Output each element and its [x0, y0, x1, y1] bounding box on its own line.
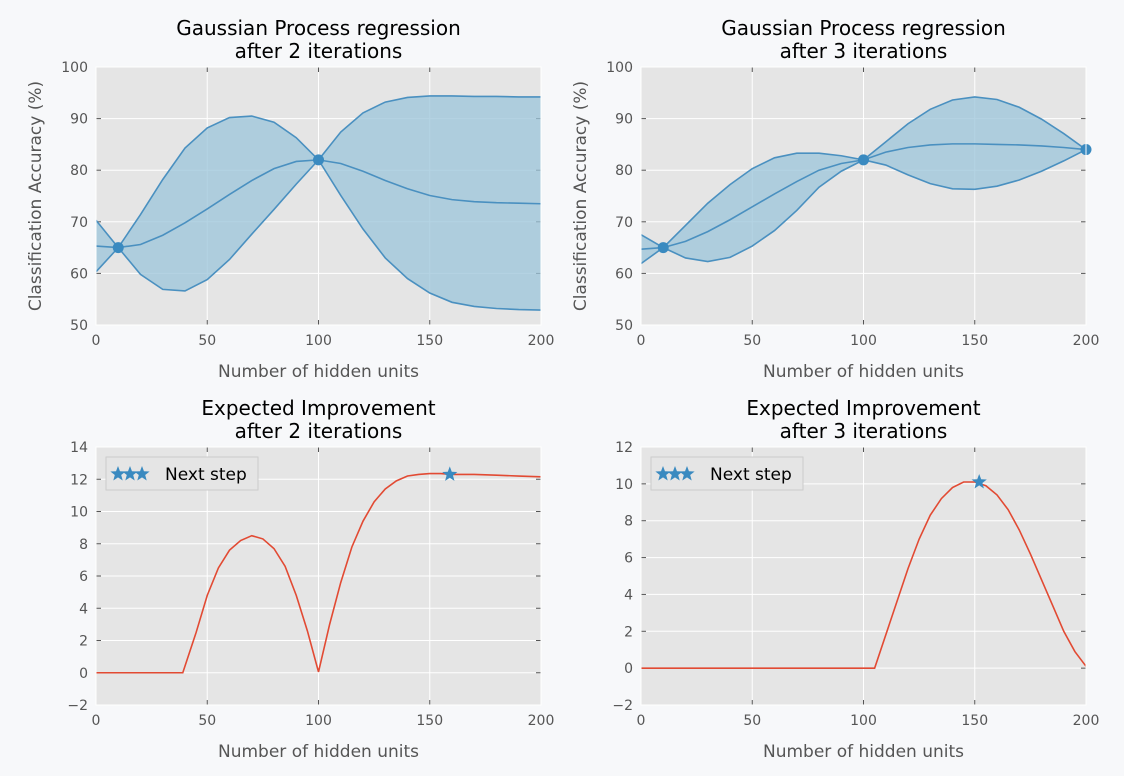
x-tick-label: 0: [92, 713, 101, 729]
x-tick-label: 50: [743, 333, 761, 349]
axes-frame: [640, 66, 1087, 326]
y-tick-label: 8: [624, 514, 633, 530]
confidence-band: [96, 95, 541, 311]
chart-title: Expected Improvement: [746, 396, 980, 420]
legend-star-icon: [679, 466, 695, 481]
x-tick-label: 100: [305, 713, 332, 729]
x-tick-label: 0: [637, 333, 646, 349]
y-tick-label: 50: [615, 318, 633, 334]
y-tick-label: 80: [70, 163, 88, 179]
legend-label: Next step: [710, 465, 792, 485]
x-axis-label: Number of hidden units: [218, 362, 419, 382]
chart-title: Expected Improvement: [201, 396, 435, 420]
y-tick-label: 6: [79, 569, 88, 585]
y-tick-label: 10: [70, 505, 88, 521]
x-tick-label: 0: [92, 333, 101, 349]
x-tick-label: 200: [528, 713, 555, 729]
x-tick-label: 0: [637, 713, 646, 729]
legend-star-icon: [667, 466, 683, 481]
x-tick-label: 150: [416, 713, 443, 729]
x-tick-label: 100: [850, 333, 877, 349]
y-tick-label: 0: [624, 661, 633, 677]
y-tick-label: 0: [79, 666, 88, 682]
confidence-band: [641, 96, 1086, 264]
x-tick-label: 150: [961, 333, 988, 349]
y-tick-label: 4: [79, 601, 88, 617]
y-tick-label: 10: [615, 477, 633, 493]
x-tick-label: 150: [961, 713, 988, 729]
x-tick-label: 100: [850, 713, 877, 729]
observation-point: [657, 242, 669, 254]
x-tick-label: 200: [528, 333, 555, 349]
x-tick-label: 50: [198, 333, 216, 349]
x-tick-label: 100: [305, 333, 332, 349]
axes-frame: [95, 446, 542, 706]
x-tick-label: 200: [1073, 333, 1100, 349]
legend: Next step: [650, 456, 804, 491]
y-tick-label: 90: [70, 112, 88, 128]
chart-title: after 2 iterations: [235, 39, 403, 63]
chart-title: after 3 iterations: [780, 39, 948, 63]
chart-title: Gaussian Process regression: [176, 16, 461, 40]
y-axis-label: Classification Accuracy (%): [26, 81, 46, 311]
y-tick-label: 100: [61, 60, 88, 76]
legend-star-icon: [134, 466, 150, 481]
y-tick-label: 70: [615, 215, 633, 231]
y-tick-label: 80: [615, 163, 633, 179]
expected-improvement-line: [96, 472, 541, 674]
y-tick-label: 70: [70, 215, 88, 231]
next-step-star: [442, 466, 458, 481]
axes-frame: [640, 446, 1087, 706]
y-tick-label: 90: [615, 112, 633, 128]
x-tick-label: 200: [1073, 713, 1100, 729]
axes-frame: [95, 66, 542, 326]
legend-star-icon: [110, 466, 126, 481]
chart-title: after 2 iterations: [235, 419, 403, 443]
y-tick-label: 12: [615, 440, 633, 456]
y-tick-label: 60: [70, 266, 88, 282]
y-tick-label: 50: [70, 318, 88, 334]
y-tick-label: 100: [606, 60, 633, 76]
y-tick-label: −2: [612, 698, 633, 714]
x-tick-label: 50: [743, 713, 761, 729]
y-tick-label: 8: [79, 537, 88, 553]
legend-star-icon: [122, 466, 138, 481]
y-tick-label: 6: [624, 551, 633, 567]
chart-title: Gaussian Process regression: [721, 16, 1006, 40]
y-tick-label: 2: [79, 634, 88, 650]
chart-title: after 3 iterations: [780, 419, 948, 443]
observation-point: [112, 242, 124, 254]
x-axis-label: Number of hidden units: [763, 362, 964, 382]
y-tick-label: 14: [70, 440, 88, 456]
y-tick-label: −2: [67, 698, 88, 714]
x-axis-label: Number of hidden units: [763, 742, 964, 762]
x-tick-label: 50: [198, 713, 216, 729]
y-tick-label: 12: [70, 472, 88, 488]
x-tick-label: 150: [416, 333, 443, 349]
observation-point: [313, 154, 324, 166]
legend-star-icon: [655, 466, 671, 481]
y-tick-label: 4: [624, 587, 633, 603]
x-axis-label: Number of hidden units: [218, 742, 419, 762]
observation-point: [858, 154, 869, 166]
y-tick-label: 60: [615, 266, 633, 282]
y-tick-label: 2: [624, 624, 633, 640]
y-axis-label: Classification Accuracy (%): [571, 81, 591, 311]
legend: Next step: [105, 456, 259, 491]
legend-label: Next step: [165, 465, 247, 485]
next-step-star: [971, 474, 987, 489]
